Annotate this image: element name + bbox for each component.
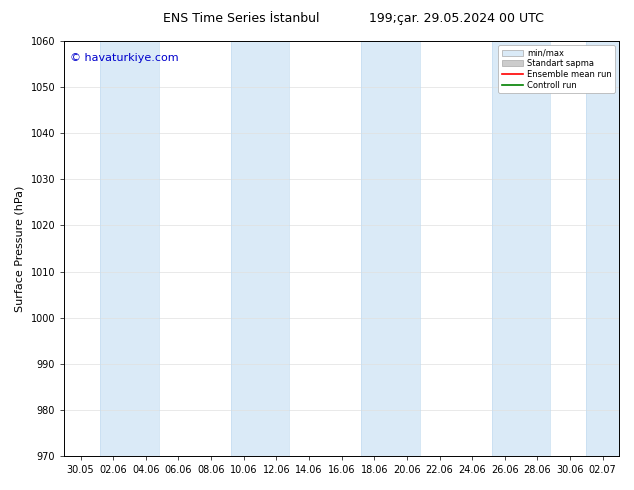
Bar <box>361 41 420 456</box>
Legend: min/max, Standart sapma, Ensemble mean run, Controll run: min/max, Standart sapma, Ensemble mean r… <box>498 45 615 93</box>
Bar <box>231 41 289 456</box>
Text: © havaturkiye.com: © havaturkiye.com <box>70 53 178 64</box>
Bar <box>586 41 619 456</box>
Text: ENS Time Series İstanbul: ENS Time Series İstanbul <box>163 12 319 25</box>
Bar <box>100 41 159 456</box>
Text: 199;çar. 29.05.2024 00 UTC: 199;çar. 29.05.2024 00 UTC <box>369 12 544 25</box>
Bar <box>492 41 550 456</box>
Y-axis label: Surface Pressure (hPa): Surface Pressure (hPa) <box>15 185 25 312</box>
